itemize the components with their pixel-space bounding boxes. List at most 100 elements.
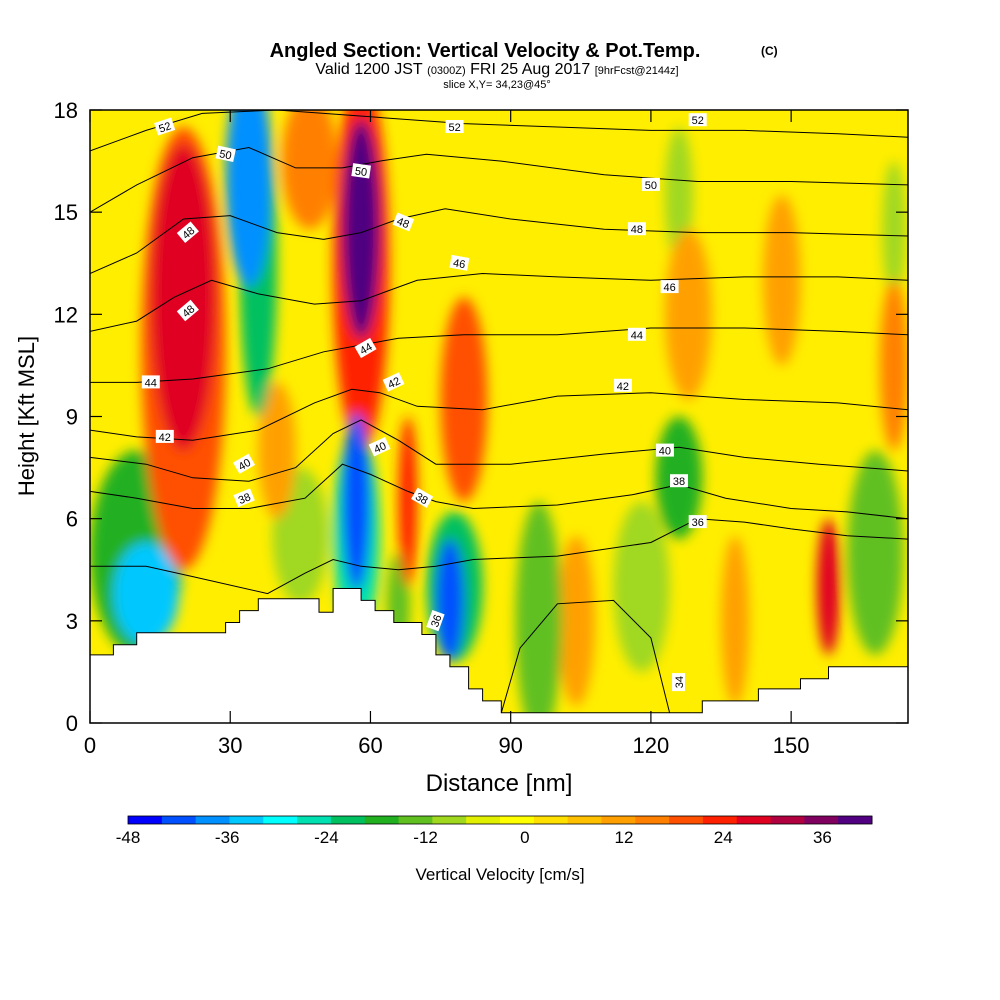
contour-label: 36	[688, 515, 707, 529]
velocity-cell	[440, 297, 488, 502]
chart-title: Angled Section: Vertical Velocity & Pot.…	[270, 40, 701, 62]
contour-label: 40	[368, 437, 391, 457]
colorbar-label: Vertical Velocity [cm/s]	[415, 865, 584, 884]
velocity-cell	[113, 542, 179, 645]
y-tick-label: 12	[54, 302, 78, 327]
contour-label-bg	[233, 453, 256, 474]
velocity-cell	[613, 501, 670, 672]
chart-title-units: (C)	[761, 44, 778, 58]
contour-label-bg	[672, 673, 685, 692]
contour-label: 42	[382, 372, 405, 392]
contour-label-text: 48	[631, 224, 643, 236]
subtitle-utc: (0300Z)	[427, 65, 466, 77]
contour-labels: 5250484844424038504846444240383652525048…	[141, 113, 707, 692]
contour-label-text: 52	[692, 115, 704, 127]
x-tick-label: 60	[358, 733, 382, 758]
contour-label-bg	[641, 177, 660, 191]
contour-label-bg	[449, 254, 470, 271]
colorbar-tick-label: 12	[615, 828, 634, 847]
velocity-cell	[342, 413, 371, 591]
colorbar-frame	[127, 815, 873, 825]
velocity-cell	[664, 229, 712, 400]
y-axis-label: Height [Kft MSL]	[14, 336, 39, 496]
velocity-cell	[882, 161, 906, 298]
colorbar-swatch	[398, 816, 433, 824]
velocity-cell	[150, 144, 217, 451]
theta-contour-38	[90, 463, 908, 520]
contour-label-text: 40	[236, 457, 253, 474]
contour-label-text: 44	[631, 330, 643, 342]
contour-label-bg	[155, 429, 174, 443]
colorbar-swatch	[466, 816, 501, 824]
colorbar-swatch	[161, 816, 197, 824]
contour-label-bg	[688, 113, 707, 127]
plot-area: 5250484844424038504846444240383652525048…	[90, 110, 908, 723]
slice-label: slice X,Y= 34,23@45°	[443, 79, 551, 91]
colorbar-swatch	[770, 816, 805, 824]
colorbar-swatch	[297, 816, 332, 824]
contour-label-bg	[176, 221, 199, 243]
contour-label-text: 52	[448, 122, 460, 134]
contour-label: 48	[392, 212, 415, 232]
contour-label: 50	[351, 163, 371, 179]
theta-contour-40	[90, 419, 908, 482]
contour-label: 42	[155, 429, 174, 444]
contour-label: 44	[141, 375, 160, 389]
colorbar-swatch	[838, 816, 873, 824]
colorbar-tick-label: -48	[116, 828, 141, 847]
subtitle-fcst: [9hrFcst@2144z]	[595, 65, 679, 77]
contour-label-text: 50	[354, 165, 368, 179]
contour-label: 34	[672, 673, 686, 692]
contour-label-bg	[154, 117, 176, 136]
colorbar-swatch	[128, 816, 163, 824]
x-tick-label: 150	[773, 733, 810, 758]
contour-label: 40	[233, 453, 256, 474]
contour-label-text: 40	[659, 446, 671, 458]
contour-label: 40	[655, 443, 674, 458]
x-axis-label: Distance [nm]	[426, 770, 573, 797]
colorbar-swatch	[364, 816, 400, 824]
contour-label-bg	[382, 372, 405, 392]
contour-label-text: 38	[673, 476, 685, 488]
colorbar-tick-label: 0	[520, 828, 529, 847]
contour-label-bg	[655, 443, 674, 457]
colorbar-swatch	[804, 816, 839, 824]
contour-label: 42	[613, 378, 632, 393]
contour-label: 38	[233, 488, 255, 508]
contour-label-text: 38	[413, 491, 430, 508]
velocity-cell	[225, 110, 273, 288]
contour-label-text: 42	[159, 432, 171, 444]
contour-label-bg	[354, 337, 377, 359]
contour-label: 52	[445, 120, 464, 134]
contour-label-bg	[445, 120, 464, 133]
velocity-cell	[763, 195, 801, 366]
contour-label: 50	[641, 177, 660, 192]
colorbar-tick-label: -36	[215, 828, 240, 847]
contour-label-bg	[392, 212, 415, 232]
contour-label-bg	[660, 280, 679, 294]
velocity-field	[90, 110, 908, 723]
contour-label: 44	[354, 337, 377, 359]
chart-subtitle: Valid 1200 JST (0300Z) FRI 25 Aug 2017 […	[315, 61, 678, 78]
x-tick-label: 0	[84, 733, 96, 758]
contour-label-bg	[351, 163, 371, 179]
theta-contour-50	[90, 146, 908, 213]
theta-contours	[90, 110, 908, 713]
subtitle-date: FRI 25 Aug 2017	[470, 61, 590, 78]
contour-label-text: 50	[645, 180, 657, 192]
colorbar-swatch	[432, 816, 467, 824]
contour-label: 46	[449, 254, 470, 271]
contour-label-text: 46	[452, 257, 466, 271]
contour-label-text: 44	[358, 341, 375, 358]
contour-label-bg	[215, 145, 236, 163]
velocity-cell	[816, 518, 841, 655]
contour-label-bg	[411, 487, 434, 508]
contour-label-bg	[670, 474, 688, 488]
velocity-cell	[342, 120, 380, 339]
colorbar-swatch	[263, 816, 298, 824]
contour-label-bg	[613, 378, 632, 392]
contour-label-text: 40	[372, 440, 388, 456]
velocity-cell	[398, 416, 418, 587]
contour-label-text: 36	[692, 517, 704, 529]
